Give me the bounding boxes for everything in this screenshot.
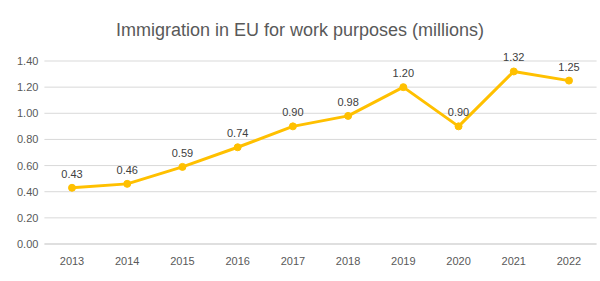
data-label: 0.98 bbox=[337, 96, 358, 108]
grid-line bbox=[44, 244, 596, 245]
data-label: 0.46 bbox=[117, 164, 138, 176]
y-tick-label: 0.60 bbox=[17, 160, 38, 172]
data-point bbox=[400, 84, 407, 91]
grid-line bbox=[44, 113, 596, 114]
data-label: 0.59 bbox=[172, 147, 193, 159]
grid-line bbox=[44, 139, 596, 140]
y-tick-label: 0.00 bbox=[17, 238, 38, 250]
chart-container: Immigration in EU for work purposes (mil… bbox=[0, 0, 600, 281]
data-point bbox=[345, 112, 352, 119]
y-tick-label: 0.80 bbox=[17, 133, 38, 145]
y-tick-label: 1.40 bbox=[17, 55, 38, 67]
data-point bbox=[179, 163, 186, 170]
grid bbox=[44, 61, 596, 244]
data-label: 0.74 bbox=[227, 127, 248, 139]
data-point bbox=[565, 77, 572, 84]
data-point bbox=[510, 68, 517, 75]
data-point bbox=[234, 144, 241, 151]
x-tick-label: 2015 bbox=[170, 255, 194, 267]
data-line bbox=[72, 71, 569, 187]
data-point bbox=[124, 180, 131, 187]
grid-line bbox=[44, 217, 596, 218]
x-tick-label: 2020 bbox=[446, 255, 470, 267]
data-label: 0.43 bbox=[61, 168, 82, 180]
x-tick-label: 2016 bbox=[225, 255, 249, 267]
y-tick-label: 0.40 bbox=[17, 186, 38, 198]
x-tick-label: 2019 bbox=[391, 255, 415, 267]
data-label: 0.90 bbox=[282, 106, 303, 118]
y-tick-label: 0.20 bbox=[17, 212, 38, 224]
grid-line bbox=[44, 87, 596, 88]
data-point bbox=[455, 123, 462, 130]
data-point bbox=[69, 184, 76, 191]
x-tick-label: 2014 bbox=[115, 255, 139, 267]
data-point bbox=[289, 123, 296, 130]
y-tick-label: 1.20 bbox=[17, 81, 38, 93]
chart-title: Immigration in EU for work purposes (mil… bbox=[116, 20, 484, 40]
data-label: 1.32 bbox=[503, 51, 524, 63]
x-tick-label: 2018 bbox=[336, 255, 360, 267]
grid-line bbox=[44, 191, 596, 192]
data-label: 0.90 bbox=[448, 106, 469, 118]
x-tick-label: 2013 bbox=[60, 255, 84, 267]
x-tick-label: 2022 bbox=[557, 255, 581, 267]
x-tick-label: 2021 bbox=[502, 255, 526, 267]
plot-marks bbox=[69, 68, 573, 191]
x-tick-label: 2017 bbox=[281, 255, 305, 267]
data-labels: 0.43 0.46 0.59 0.74 0.90 0.98 1.20 0.90 1.32 1.25 bbox=[61, 51, 579, 179]
data-label: 1.20 bbox=[393, 67, 414, 79]
data-label: 1.25 bbox=[558, 61, 579, 73]
chart-svg: Immigration in EU for work purposes (mil… bbox=[0, 0, 600, 281]
y-tick-label: 1.00 bbox=[17, 107, 38, 119]
